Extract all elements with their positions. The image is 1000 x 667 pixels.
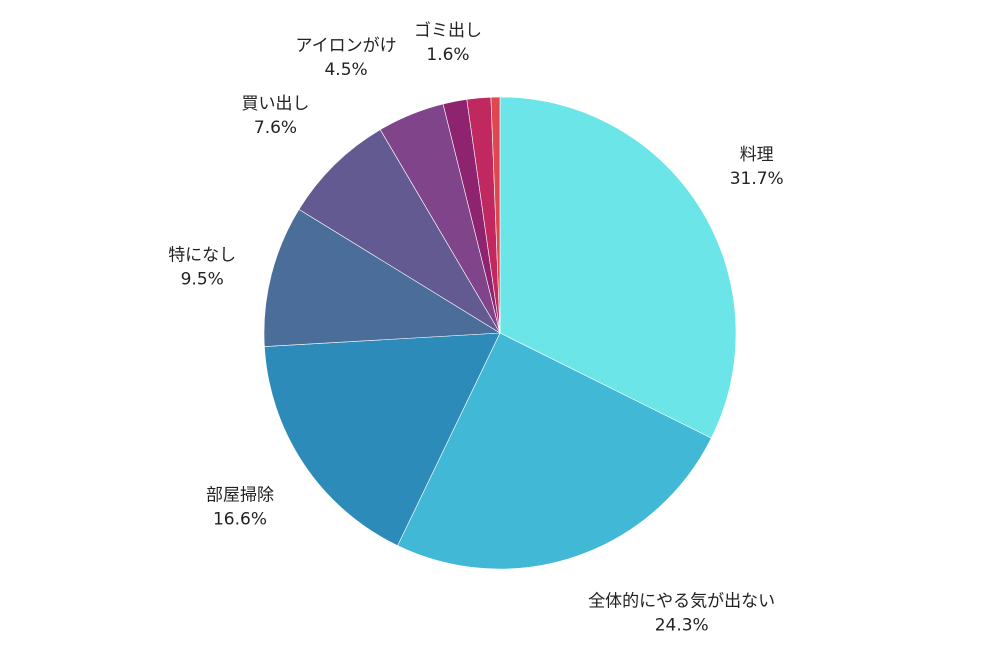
pie-slice-1: [397, 332, 712, 570]
slice-category-label: 料理: [740, 145, 774, 165]
pie-slice-3: [263, 208, 501, 347]
slice-percent-label: 16.6%: [213, 509, 267, 529]
pie-labels: 料理 31.7% 全体的にやる気が出ない 24.3% 部屋掃除 16.6% 特になし 9.5%…: [168, 20, 784, 635]
pie-slice-2: [264, 332, 501, 547]
slice-category-label: ゴミ出し: [414, 20, 482, 41]
pie-slices: [263, 96, 737, 570]
slice-percent-label: 7.6%: [254, 118, 297, 138]
slice-percent-label: 9.5%: [181, 270, 224, 290]
slice-percent-label: 4.5%: [324, 60, 367, 80]
pie-slice-8: [490, 96, 501, 334]
slice-category-label: 全体的にやる気が出ない: [588, 591, 775, 611]
slice-percent-label: 1.6%: [426, 45, 469, 65]
slice-label-1: 全体的にやる気が出ない 24.3%: [588, 591, 775, 635]
slice-label-3: 特になし 9.5%: [168, 246, 236, 290]
slice-label-2: 部屋掃除 16.6%: [206, 485, 274, 529]
slice-label-6: ゴミ出し 1.6%: [414, 20, 482, 65]
slice-percent-label: 24.3%: [655, 615, 709, 635]
pie-slice-0: [499, 96, 737, 439]
slice-category-label: 部屋掃除: [206, 485, 274, 505]
slice-label-5: アイロンがけ 4.5%: [296, 36, 397, 80]
slice-category-label: 買い出し: [242, 94, 310, 114]
slice-percent-label: 31.7%: [730, 169, 784, 189]
slice-label-4: 買い出し 7.6%: [242, 94, 310, 138]
slice-category-label: アイロンがけ: [296, 36, 397, 56]
slice-label-0: 料理 31.7%: [730, 145, 784, 189]
pie-slice-4: [298, 129, 501, 334]
slice-category-label: 特になし: [168, 246, 236, 266]
